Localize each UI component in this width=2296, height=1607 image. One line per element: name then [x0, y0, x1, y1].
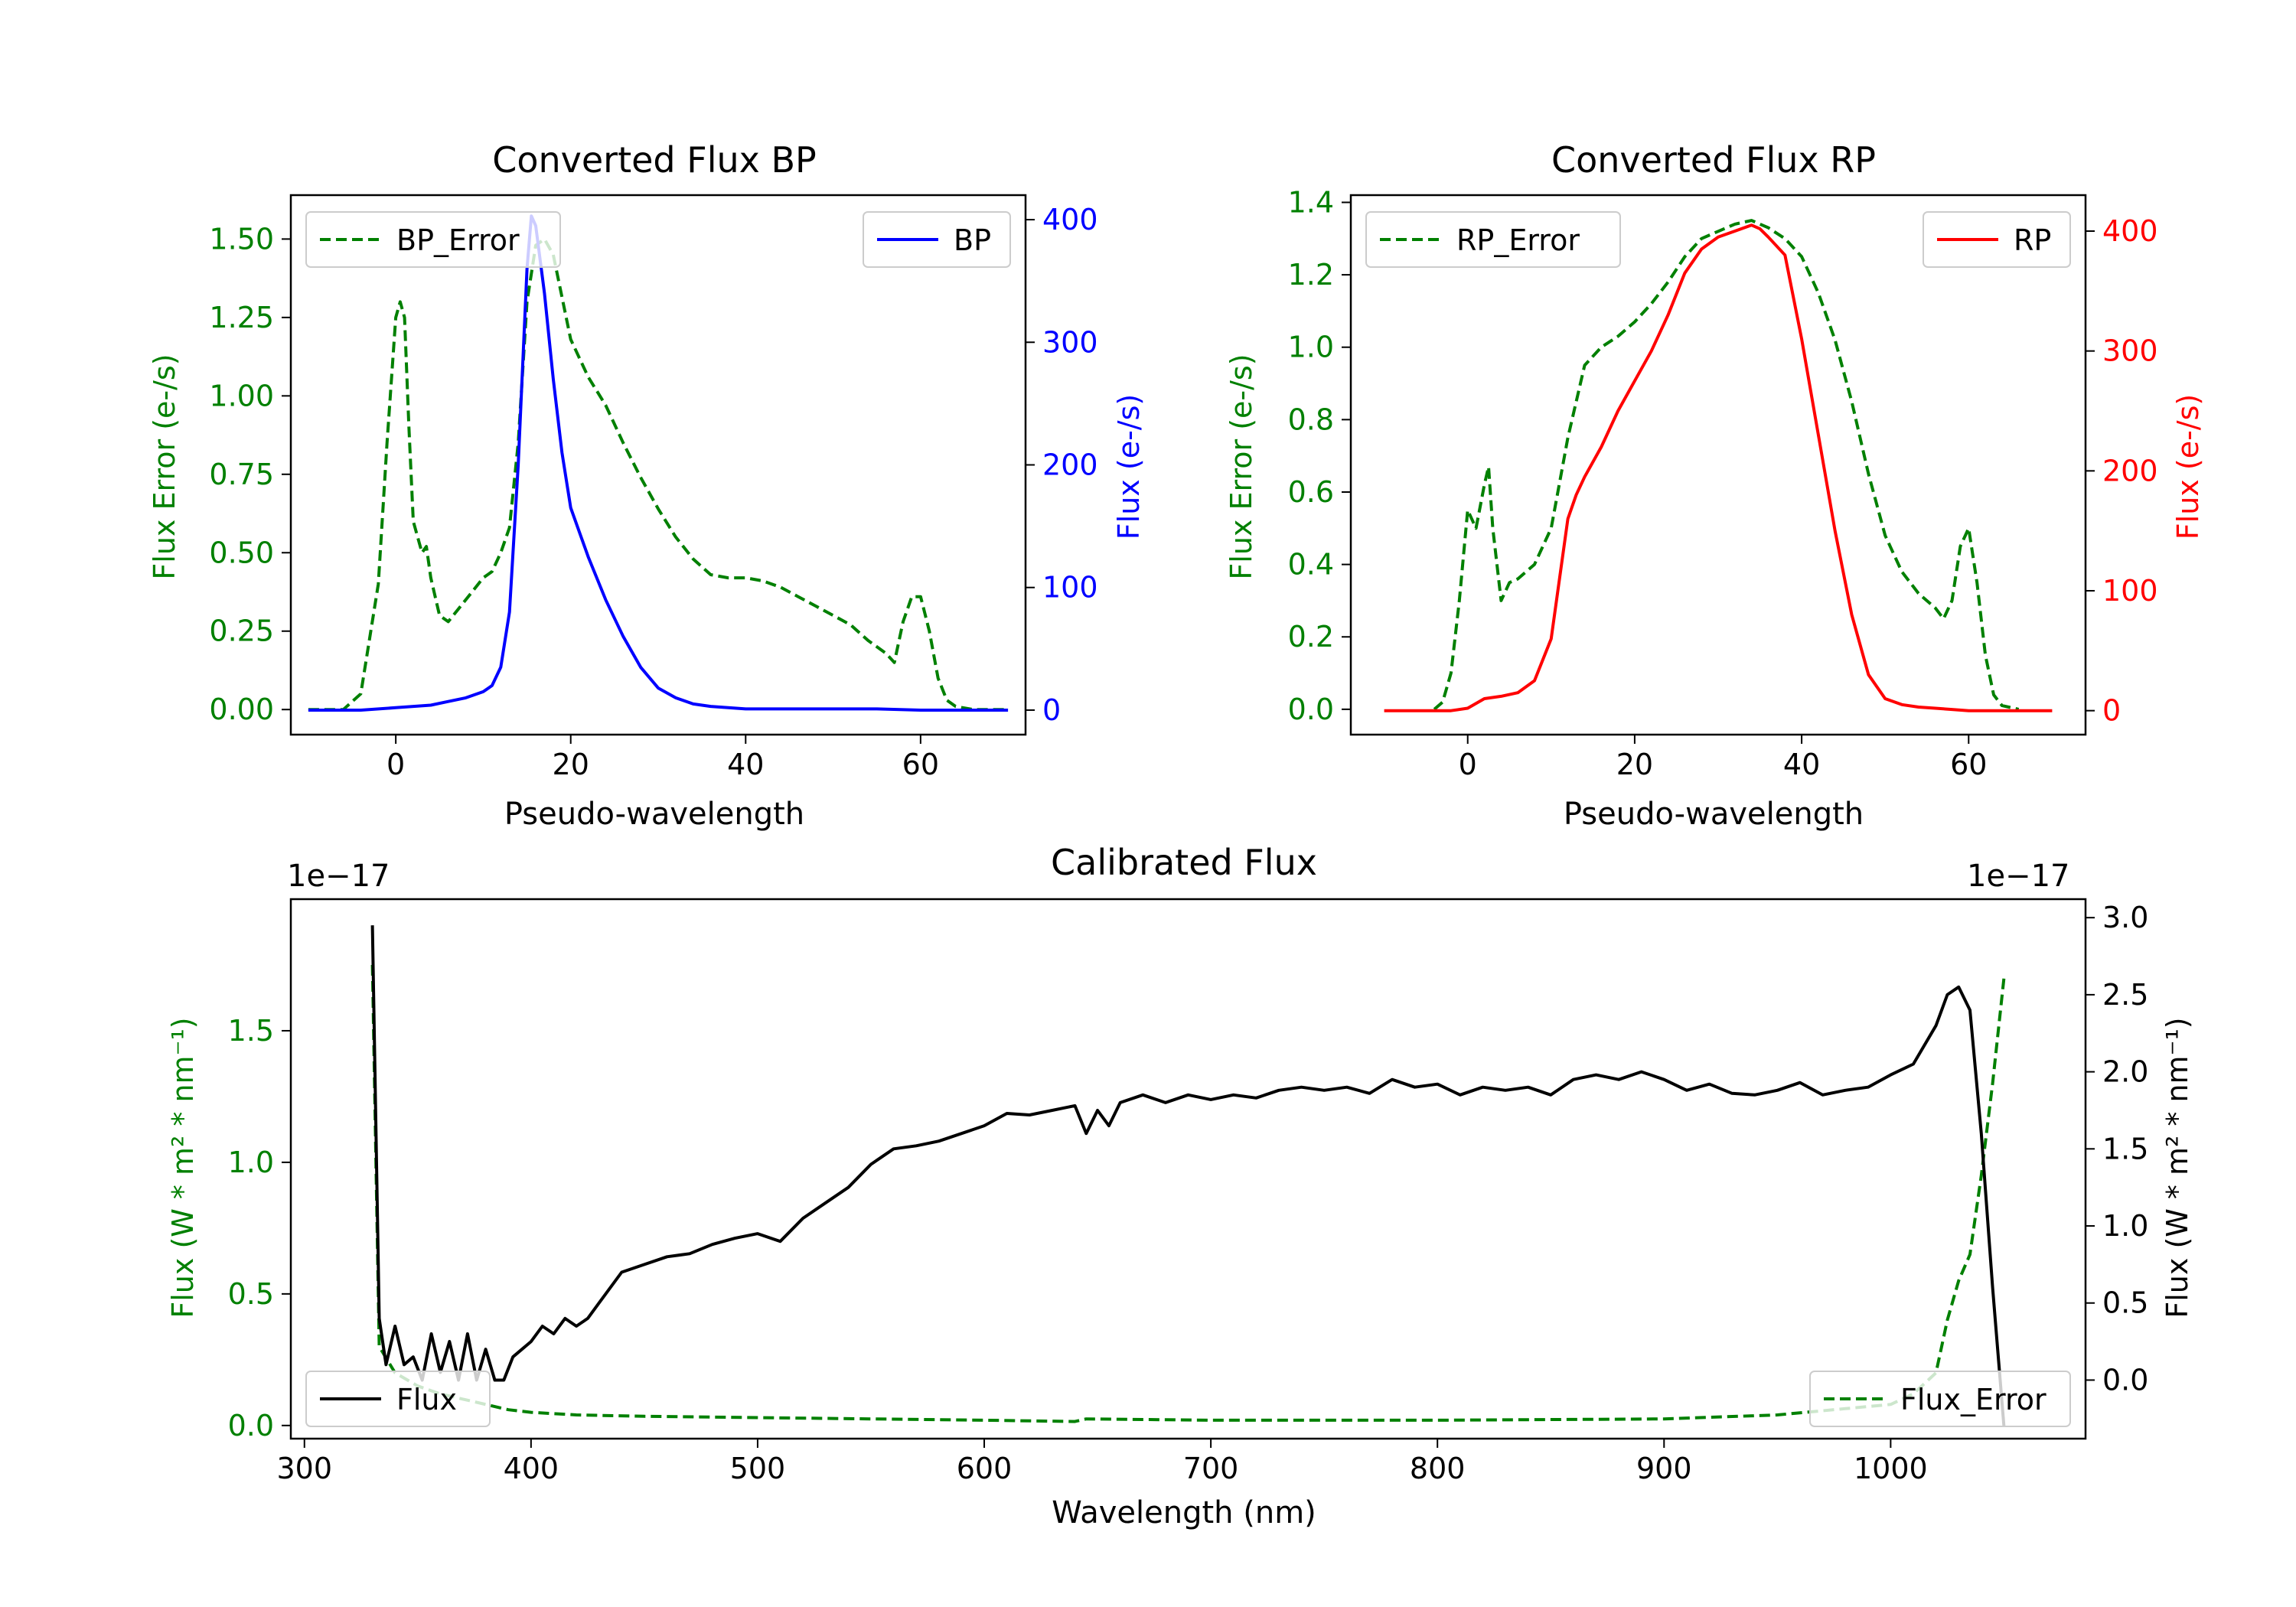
- y-axis-label-left: Flux Error (e-/s): [148, 354, 181, 579]
- y-tick-label-right: 100: [1042, 571, 1098, 605]
- y-tick-label-right: 200: [1042, 448, 1098, 482]
- y-tick-label-right: 0: [2102, 694, 2121, 728]
- legend-box: [1365, 211, 1621, 268]
- legend-label: RP: [2014, 223, 2051, 257]
- x-tick-label: 600: [957, 1452, 1013, 1485]
- x-axis-label: Wavelength (nm): [1052, 1495, 1316, 1530]
- y-tick-label-left: 1.2: [1288, 258, 1334, 292]
- y-tick-label-left: 0.00: [209, 693, 274, 726]
- x-tick-label: 40: [727, 748, 764, 781]
- y-tick-label-left: 0.75: [209, 458, 274, 491]
- x-tick-label: 40: [1783, 748, 1820, 781]
- x-tick-label: 20: [1616, 748, 1653, 781]
- chart-calibrated: Calibrated Flux Wavelength (nm) Flux (W …: [166, 842, 2194, 1530]
- chart-rp: Converted Flux RP Pseudo-wavelength Flux…: [1225, 139, 2205, 832]
- y-axis-label-right: Flux (W * m² * nm⁻¹): [2161, 1017, 2194, 1318]
- y-tick-label-left: 0.8: [1288, 403, 1334, 436]
- series-line-rp-error: [1433, 219, 2020, 711]
- y-tick-label-right: 300: [1042, 325, 1098, 359]
- x-tick-label: 1000: [1854, 1452, 1928, 1485]
- y-tick-label-left: 0.25: [209, 614, 274, 648]
- chart-title: Converted Flux BP: [492, 139, 817, 181]
- y-tick-label-right: 3.0: [2102, 901, 2148, 934]
- legend-box: [305, 211, 561, 268]
- x-tick-label: 400: [504, 1452, 559, 1485]
- y-tick-label-left: 1.0: [1288, 331, 1334, 364]
- legend-label: BP_Error: [396, 223, 520, 257]
- legend-box: [1809, 1371, 2071, 1427]
- y-tick-label-left: 1.5: [228, 1014, 274, 1048]
- scale-factor-left: 1e−17: [287, 859, 390, 894]
- y-axis-label-left: Flux Error (e-/s): [1225, 354, 1258, 579]
- y-axis-label-left: Flux (W * m² * nm⁻¹): [166, 1017, 200, 1318]
- x-tick-label: 20: [553, 748, 589, 781]
- y-tick-label-left: 1.50: [209, 222, 274, 256]
- x-tick-label: 60: [1950, 748, 1987, 781]
- series-line-bp: [308, 214, 1009, 712]
- y-tick-label-left: 1.0: [228, 1146, 274, 1179]
- chart-title: Calibrated Flux: [1051, 842, 1317, 883]
- chart-title: Converted Flux RP: [1551, 139, 1876, 181]
- y-tick-label-right: 0.0: [2102, 1363, 2148, 1397]
- y-tick-label-right: 2.5: [2102, 978, 2148, 1012]
- y-tick-label-left: 0.0: [228, 1409, 274, 1442]
- legend-label: BP: [954, 223, 991, 257]
- y-axis-label-right: Flux (e-/s): [2171, 394, 2205, 539]
- x-tick-label: 800: [1410, 1452, 1466, 1485]
- axes-frame: [289, 898, 2087, 1440]
- series-line-flux: [370, 925, 2006, 1427]
- legend-label: Flux: [396, 1383, 457, 1416]
- y-tick-label-right: 400: [2102, 214, 2158, 248]
- x-tick-label: 0: [386, 748, 405, 781]
- y-tick-label-right: 1.5: [2102, 1132, 2148, 1165]
- x-tick-label: 60: [902, 748, 939, 781]
- y-tick-label-left: 0.2: [1288, 620, 1334, 654]
- legend-box: [305, 1371, 491, 1427]
- y-tick-label-left: 0.6: [1288, 475, 1334, 509]
- y-tick-label-left: 1.4: [1288, 185, 1334, 219]
- x-tick-label: 500: [730, 1452, 786, 1485]
- scale-factor-right: 1e−17: [1967, 859, 2069, 894]
- x-axis-label: Pseudo-wavelength: [504, 797, 804, 832]
- x-tick-label: 900: [1636, 1452, 1692, 1485]
- x-axis-label: Pseudo-wavelength: [1564, 797, 1864, 832]
- y-tick-label-left: 0.5: [228, 1277, 274, 1311]
- y-tick-label-right: 200: [2102, 454, 2158, 487]
- chart-bp: Converted Flux BP Pseudo-wavelength Flux…: [148, 139, 1146, 832]
- y-tick-label-right: 0: [1042, 693, 1061, 727]
- y-tick-label-right: 1.0: [2102, 1209, 2148, 1243]
- legend-label: Flux_Error: [1900, 1383, 2047, 1416]
- y-tick-label-right: 2.0: [2102, 1055, 2148, 1089]
- y-tick-label-left: 0.4: [1288, 548, 1334, 582]
- y-tick-label-right: 300: [2102, 334, 2158, 368]
- x-tick-label: 700: [1183, 1452, 1239, 1485]
- y-axis-label-right: Flux (e-/s): [1112, 394, 1146, 539]
- y-tick-label-left: 0.50: [209, 536, 274, 569]
- y-tick-label-left: 1.00: [209, 379, 274, 412]
- legend-label: RP_Error: [1456, 223, 1580, 257]
- series-line-flux-error: [370, 964, 2006, 1423]
- series-line-rp: [1384, 223, 2053, 712]
- y-tick-label-right: 0.5: [2102, 1286, 2148, 1320]
- y-tick-label-left: 0.0: [1288, 693, 1334, 726]
- x-tick-label: 300: [276, 1452, 332, 1485]
- y-tick-label-left: 1.25: [209, 301, 274, 334]
- axes-frame: [1349, 194, 2087, 736]
- x-tick-label: 0: [1459, 748, 1477, 781]
- y-tick-label-right: 100: [2102, 574, 2158, 608]
- y-tick-label-right: 400: [1042, 203, 1098, 236]
